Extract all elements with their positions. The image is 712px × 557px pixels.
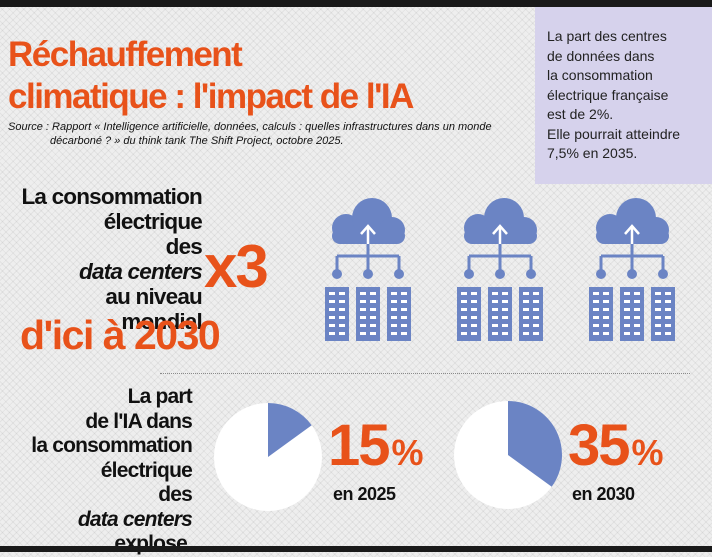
- ai-share-line-emphasis: data centers: [77, 507, 193, 531]
- source-line-2: décarboné ? » du think tank The Shift Pr…: [50, 135, 344, 147]
- cloud-server-icon: [457, 198, 543, 341]
- note-line: La part des centres: [547, 28, 667, 44]
- pct-symbol: %: [631, 432, 664, 473]
- ai-share-2025-value: 15%: [328, 413, 424, 486]
- title-line-1: Réchauffement: [8, 35, 243, 74]
- pct-symbol: %: [391, 432, 424, 473]
- cloud-server-icon: [589, 198, 675, 341]
- consumption-line: électrique: [103, 209, 203, 234]
- source-caption: Source : Rapport « Intelligence artifici…: [8, 120, 518, 148]
- top-rule: [0, 0, 712, 7]
- pct-number: 15: [328, 413, 390, 478]
- consumption-line-emphasis: data centers: [79, 259, 203, 284]
- bottom-rule: [0, 546, 712, 552]
- ai-share-line-prefix: des: [158, 483, 193, 506]
- ai-share-line: des data centers: [31, 483, 193, 532]
- consumption-heading: La consommation électrique des data cent…: [21, 184, 202, 334]
- pie-slice-ai: [268, 403, 312, 457]
- cloud-server-illustration: [325, 198, 675, 341]
- ai-share-2030-year: en 2030: [572, 484, 635, 504]
- ai-share-line: électrique: [100, 458, 193, 482]
- page-title: Réchauffement climatique : l'impact de l…: [8, 34, 414, 118]
- note-line: 7,5% en 2035.: [547, 145, 638, 161]
- title-line-2: climatique : l'impact de l'IA: [8, 77, 414, 116]
- ai-share-2030-value: 35%: [568, 413, 664, 486]
- ai-share-line: de l'IA dans: [85, 409, 192, 433]
- pie-chart-2030: [454, 401, 562, 509]
- pie-slice-ai: [508, 401, 562, 487]
- ai-share-heading: La part de l'IA dans la consommation éle…: [31, 385, 193, 557]
- consumption-line: au niveau: [105, 284, 202, 309]
- note-line: est de 2%.: [547, 106, 614, 122]
- note-line: la consommation: [547, 67, 653, 83]
- note-line: électrique française: [547, 86, 669, 103]
- section-divider: [160, 373, 690, 374]
- horizon-label: d'ici à 2030: [20, 312, 221, 358]
- consumption-line: La consommation: [21, 184, 202, 209]
- consumption-line-prefix: des: [165, 234, 203, 259]
- cloud-server-icon: [325, 198, 411, 341]
- consumption-line: des data centers: [21, 234, 203, 284]
- note-line: Elle pourrait atteindre: [547, 125, 681, 142]
- ai-share-line: explose.: [114, 532, 192, 555]
- france-share-note: La part des centres de données dans la c…: [535, 7, 712, 184]
- note-line: de données dans: [547, 47, 655, 64]
- source-line-1: Source : Rapport « Intelligence artifici…: [8, 121, 492, 133]
- pct-number: 35: [568, 413, 630, 478]
- multiplier-value: x3: [204, 233, 269, 300]
- ai-share-2025-year: en 2025: [333, 484, 396, 504]
- ai-share-line: la consommation: [31, 434, 193, 457]
- consumption-line: mondial: [121, 309, 202, 334]
- ai-share-line: La part: [127, 385, 193, 408]
- pie-chart-2025: [214, 403, 322, 511]
